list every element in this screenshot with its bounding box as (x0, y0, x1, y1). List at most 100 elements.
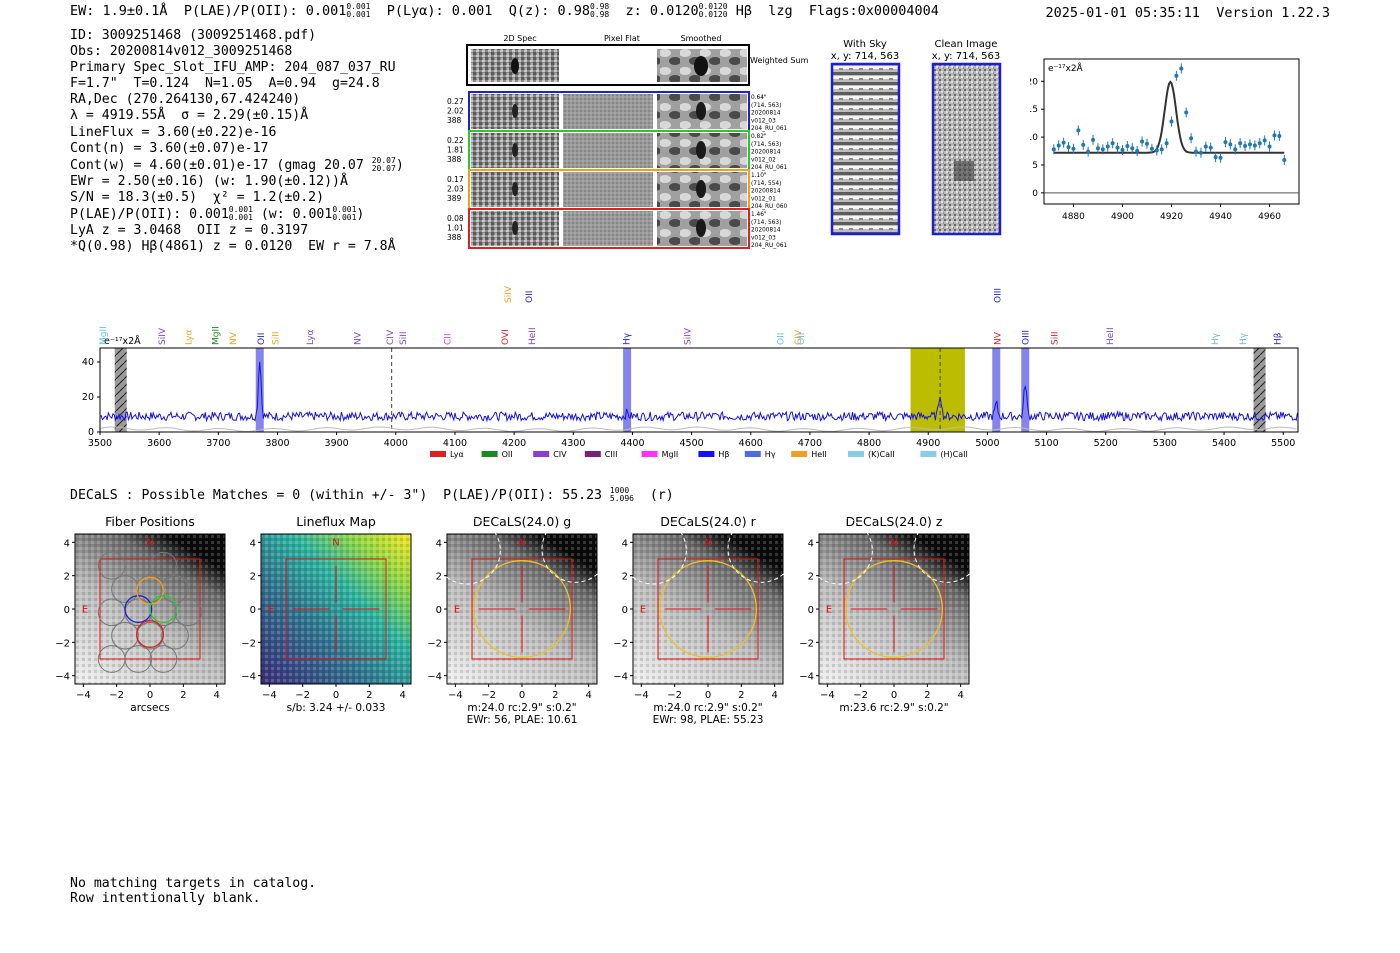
cutout-row-right-value: 204_RU_060 (751, 204, 788, 210)
header-timestamp: 2025-01-01 05:35:11 (1045, 5, 1200, 21)
panel-xtick-label: −4 (820, 690, 835, 701)
imaging-panels: Fiber Positions N E −4 −2 0 2 4 −4 −2 0 2 4 arcsecs Li… (55, 514, 980, 726)
cutout-row-left-value: 1.81 (447, 146, 464, 155)
full-spectrum-chart: 0 20 40 3500 3600 3700 3800 3900 4000 4100 4200 430… (82, 285, 1299, 459)
panel-xtick-label: 4 (771, 690, 777, 701)
panel-ytick-label: 4 (64, 538, 70, 549)
zoom-ytick-label: 0 (1032, 189, 1038, 199)
fiber-circle (97, 551, 126, 580)
spectrum-hatched-band (114, 348, 127, 432)
zoom-data-point (1262, 138, 1267, 143)
spectrum-line-id-label: NV (353, 331, 363, 345)
spectrum-line-id-label: OII (776, 333, 786, 345)
panel-ytick-label: −2 (427, 638, 442, 649)
cutout-row-smoothed-source (696, 141, 706, 159)
spectrum-legend-swatch (430, 451, 446, 457)
zoom-data-point (1120, 147, 1125, 152)
info-primary: Primary Spec_Slot_IFU_AMP: 204_087_037_R… (70, 60, 396, 76)
info-plae-w: (w: 0.001 (260, 207, 333, 223)
panel-compass-east: E (454, 604, 460, 615)
decals-summary: DECaLS : Possible Matches = 0 (within +/… (70, 487, 674, 504)
panel-xtick-label: 0 (333, 690, 339, 701)
panel-compass-east: E (640, 604, 646, 615)
spectrum-line-id-label: NV (229, 331, 239, 345)
info-plae-w-sub: 0.001 (332, 213, 357, 223)
spectrum-xtick-label: 3800 (265, 438, 289, 449)
info-lineflux: LineFlux = 3.60(±0.22)e-16 (70, 124, 277, 140)
spectrum-line-id-label: OII (797, 333, 807, 345)
spectrum-legend-swatch (584, 451, 601, 457)
spectrum-xtick-label: 5000 (975, 438, 999, 449)
panel-ytick-label: −2 (241, 638, 256, 649)
panel-xtick-label: 4 (213, 690, 219, 701)
info-contw-sup: 20.07 (371, 155, 396, 165)
zoom-data-point (1277, 133, 1282, 138)
spectrum-line-id-label: Hγ (1239, 332, 1249, 345)
cutout-row-right-value: 204_RU_061 (751, 243, 788, 249)
spectrum-line-id-label: MgII (211, 326, 221, 345)
panel-compass-east: E (82, 604, 88, 615)
panel-ytick-label: −2 (799, 638, 814, 649)
info-plae-w-sup: 0.001 (332, 205, 357, 215)
zoom-data-point (1208, 145, 1213, 150)
panel-catalog-ellipse (805, 516, 873, 585)
sky-panel-title-clean: Clean Image (935, 39, 998, 50)
panel-xtick-label: 2 (366, 690, 372, 701)
panel-ytick-label: −2 (613, 638, 628, 649)
panel-grain (447, 534, 597, 684)
header-flags: Flags:0x00004004 (808, 3, 939, 19)
zoom-data-point (1228, 142, 1233, 147)
spectrum-legend-swatch (698, 451, 715, 457)
cutout-row-left-value: 0.22 (447, 136, 464, 145)
panel-compass-east: E (268, 604, 274, 615)
panel-xtick-label: 0 (147, 690, 153, 701)
spectrum-xtick-label: 5200 (1094, 438, 1118, 449)
spectrum-legend-swatch (481, 451, 498, 457)
panel-title: Lineflux Map (296, 514, 376, 529)
fiber-circle (174, 598, 203, 627)
spectrum-legend-label: OII (502, 450, 513, 459)
spectrum-xtick-label: 3700 (206, 438, 230, 449)
zoom-data-point (1135, 149, 1140, 154)
panel-ytick-label: 2 (436, 572, 442, 583)
spectrum-legend-label: Hγ (765, 450, 776, 459)
cutout-row-right-value: 0.82" (751, 134, 767, 140)
info-plae-sub: 0.001 (228, 213, 253, 223)
fiber-circle (149, 551, 178, 580)
zoom-fit-curve (1053, 80, 1285, 154)
zoom-data-point (1282, 157, 1287, 162)
panel-ytick-label: 4 (808, 538, 814, 549)
panel-catalog-ellipse (913, 515, 980, 583)
panel-aperture-circle (659, 560, 757, 658)
panel-ytick-label: −4 (427, 672, 442, 683)
panel-ytick-label: 4 (250, 538, 256, 549)
spectrum-line-id-label: CIV (386, 329, 396, 345)
panel-ytick-label: −4 (241, 672, 256, 683)
panel-xtick-label: −2 (481, 690, 496, 701)
weighted-sum-source (511, 58, 519, 74)
cutout-row-right-value: (714, 563) (751, 103, 781, 109)
info-lya-oii: LyA z = 3.0468 OII z = 0.3197 (70, 223, 309, 239)
panel-xtick-label: 2 (552, 690, 558, 701)
spectrum-line-band (992, 348, 1001, 432)
panel-search-box (471, 558, 573, 660)
sky-panels: With Sky x, y: 714, 563 Clean Image x, y… (831, 39, 1002, 236)
sky-panel-subtitle-with-sky: x, y: 714, 563 (831, 51, 900, 62)
header-z-sub: 0.0120 (698, 10, 728, 19)
cutout-row-left-value: 0.17 (447, 175, 464, 184)
cutout-row-left-value: 0.27 (447, 97, 464, 106)
cutout-row-right-value: 0.64" (751, 95, 767, 101)
panel-compass-north: N (146, 538, 153, 549)
zoom-data-point (1189, 136, 1194, 141)
panel-xtick-label: 0 (891, 690, 897, 701)
zoom-data-point (1071, 146, 1076, 151)
spectrum-xtick-label: 4400 (620, 438, 644, 449)
spectrum-xtick-label: 4700 (798, 438, 822, 449)
panel-xtick-label: −2 (295, 690, 310, 701)
zoom-xtick-label: 4880 (1062, 212, 1085, 222)
spectrum-line-id-label: SiIV (504, 285, 514, 303)
zoom-data-point (1110, 141, 1115, 146)
panel-xtick-label: −4 (262, 690, 277, 701)
panel-catalog-ellipse (727, 515, 796, 583)
zoom-yunit-label: e⁻¹⁷x2Å (1048, 62, 1084, 74)
